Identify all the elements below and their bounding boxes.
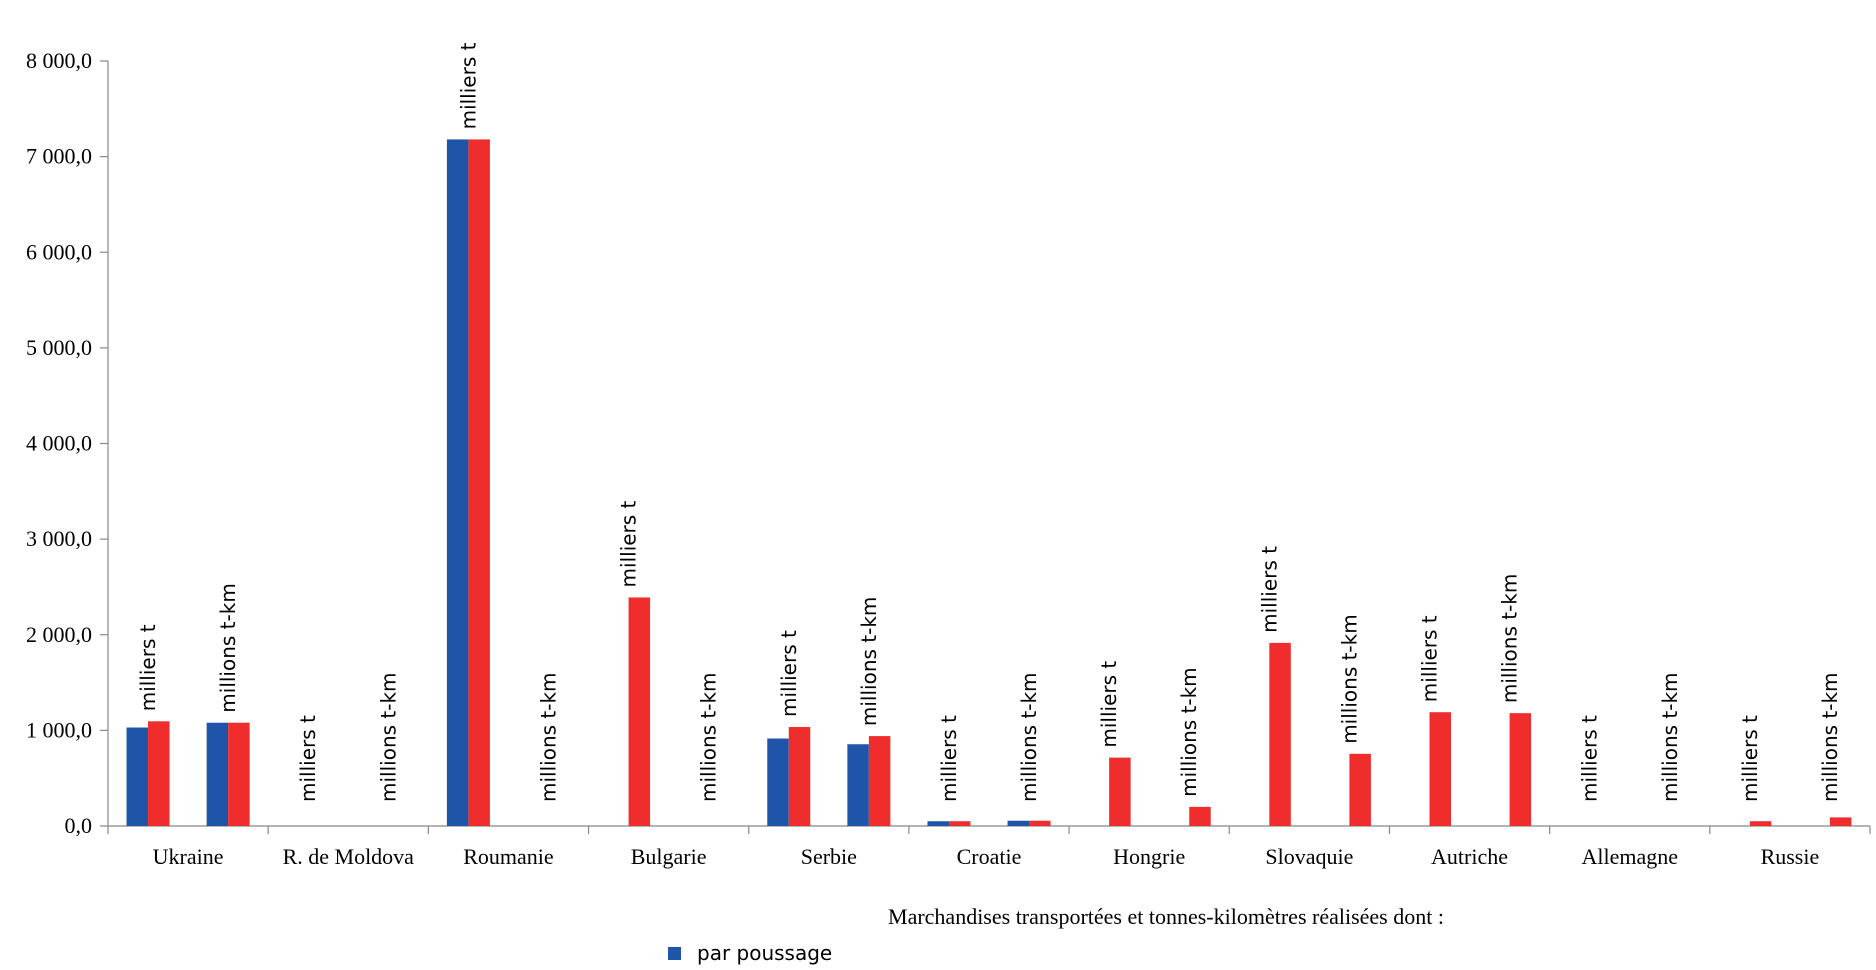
bar [1349,753,1371,826]
y-tick-label: 2 000,0 [26,622,92,647]
bar [1429,712,1451,826]
bar [1749,821,1772,826]
x-group-label: Allemagne [1581,844,1678,869]
category-label: millions t-km [1177,667,1201,797]
category-label: millions t-km [1658,672,1682,802]
y-tick-label: 8 000,0 [26,48,92,73]
y-tick-label: 1 000,0 [26,717,92,742]
x-group-label: Autriche [1431,844,1508,869]
y-tick-label: 3 000,0 [26,526,92,551]
x-group-label: Bulgarie [631,844,707,869]
category-label: millions t-km [1498,574,1522,704]
bar [868,736,891,826]
bar [927,821,949,826]
bar [1007,820,1030,826]
bar [468,139,490,827]
y-tick-label: 7 000,0 [26,144,92,169]
category-label: milliers t [1578,715,1602,802]
category-label: milliers t [1257,546,1281,633]
bar [767,738,789,826]
bar [788,727,811,826]
bar [206,722,229,826]
category-label: milliers t [456,42,480,129]
x-group-label: Serbie [801,844,857,869]
x-group-label: Ukraine [153,844,224,869]
bar [446,139,469,827]
category-label: millions t-km [697,672,721,802]
y-tick-label: 0,0 [65,813,93,838]
category-label: milliers t [617,500,641,587]
x-group-label: Hongrie [1113,844,1185,869]
category-label: millions t-km [857,597,881,727]
legend-label: par poussage [697,941,832,965]
x-axis-title: Marchandises transportées et tonnes-kilo… [888,904,1444,929]
bar [228,722,250,826]
category-label: milliers t [777,630,801,717]
x-group-label: Slovaquie [1265,844,1353,869]
bar [1109,757,1131,826]
category-label: millions t-km [216,583,240,713]
bar [948,821,971,826]
y-tick-label: 4 000,0 [26,431,92,456]
x-group-label: Russie [1761,844,1820,869]
bar [1029,820,1051,826]
category-label: millions t-km [376,672,400,802]
y-tick-label: 6 000,0 [26,239,92,264]
y-tick-label: 5 000,0 [26,335,92,360]
category-label: milliers t [296,715,320,802]
bar [1509,713,1532,826]
bar [148,721,170,826]
category-label: milliers t [1418,615,1442,702]
category-label: milliers t [136,624,160,711]
category-label: milliers t [937,715,961,802]
bar [1189,806,1211,826]
category-label: milliers t [1738,715,1762,802]
category-label: millions t-km [1017,672,1041,802]
bar [126,727,149,826]
bar [1829,817,1852,826]
x-group-label: Croatie [957,844,1022,869]
category-label: millions t-km [1337,614,1361,744]
bar [628,597,651,826]
category-label: millions t-km [537,672,561,802]
x-group-label: R. de Moldova [283,844,415,869]
bar [847,744,869,826]
legend-swatch [668,947,681,960]
category-label: milliers t [1097,661,1121,748]
category-label: millions t-km [1818,672,1842,802]
bar [1269,642,1291,826]
x-group-label: Roumanie [463,844,553,869]
